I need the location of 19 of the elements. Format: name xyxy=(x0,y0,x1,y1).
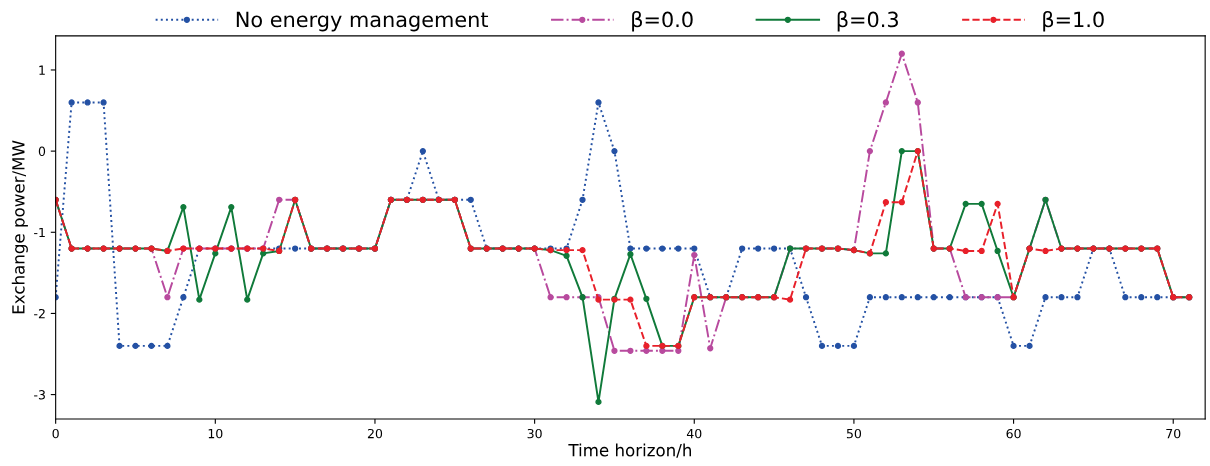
x-axis-title: Time horizon/h xyxy=(568,443,691,458)
x-tick-label: 0 xyxy=(52,428,59,439)
x-tick-label: 50 xyxy=(846,428,862,439)
x-tick-label: 20 xyxy=(367,428,383,439)
x-tick-label: 40 xyxy=(686,428,702,439)
y-tick-label: -1 xyxy=(34,227,45,238)
y-tick-label: 1 xyxy=(39,65,45,75)
legend-label: β=0.0 xyxy=(632,11,693,32)
y-tick-label: 0 xyxy=(38,146,46,157)
legend-label: β=1.0 xyxy=(1043,11,1104,32)
y-axis-title: Exchange power/MW xyxy=(11,140,28,314)
legend-label: No energy management xyxy=(236,11,489,32)
y-tick-label: -3 xyxy=(34,390,45,400)
legend-label: β=0.3 xyxy=(837,11,898,32)
x-tick-label: 70 xyxy=(1166,428,1181,439)
x-tick-label: 60 xyxy=(1006,428,1021,439)
x-tick-label: 30 xyxy=(527,428,542,439)
y-tick-label: -2 xyxy=(34,308,45,319)
x-tick-label: 10 xyxy=(208,428,223,439)
